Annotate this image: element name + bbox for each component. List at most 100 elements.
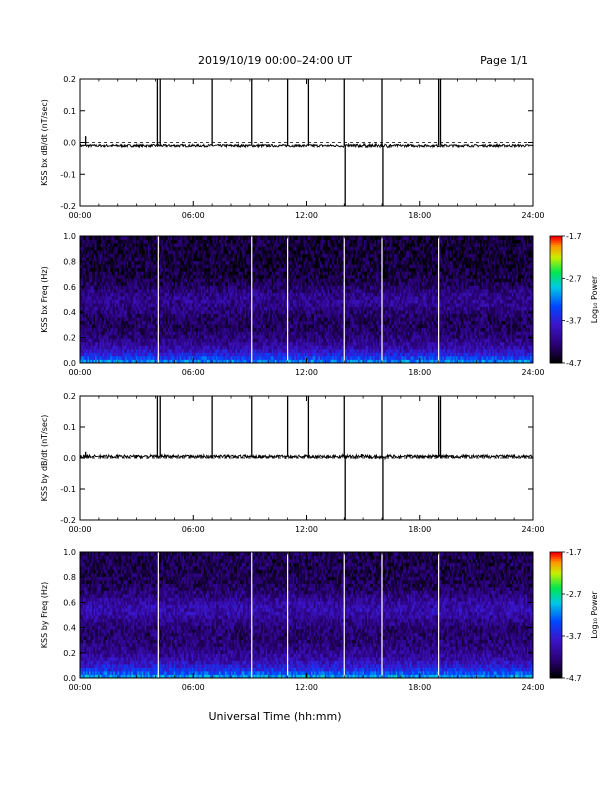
spectrogram-cell xyxy=(86,320,88,325)
spectrogram-cell xyxy=(101,352,104,357)
spectrogram-cell xyxy=(96,281,99,286)
spectrogram-cell xyxy=(87,359,90,364)
spectrogram-cell xyxy=(114,320,117,325)
spectrogram-cell xyxy=(116,260,119,265)
spectrogram-cell xyxy=(111,274,114,279)
spectrogram-cell xyxy=(92,306,94,311)
spectrogram-cell xyxy=(111,317,114,322)
spectrogram-cell xyxy=(110,281,113,286)
spectrogram-cell xyxy=(95,250,98,255)
spectrogram-cell xyxy=(86,352,88,357)
spectrogram-cell xyxy=(93,288,96,293)
spectrogram-cell xyxy=(104,299,107,304)
spectrogram-cell xyxy=(111,250,114,255)
spectrogram-cell xyxy=(96,274,99,279)
y-tick-label: -0.2 xyxy=(60,202,76,211)
spectrogram-cell xyxy=(101,334,104,339)
spectrogram-cell xyxy=(90,334,93,339)
spectrogram-cell xyxy=(116,352,119,357)
spectrogram-cell xyxy=(119,334,122,339)
spectrogram-cell xyxy=(120,295,123,300)
spectrogram-cell xyxy=(87,345,90,350)
spectrogram-cell xyxy=(96,285,99,290)
spectrogram-cell xyxy=(119,310,122,315)
spectrogram-cell xyxy=(92,327,94,332)
spectrogram-cell xyxy=(105,320,108,325)
spectrogram-cell xyxy=(84,243,87,247)
spectrogram-cell xyxy=(113,331,116,336)
spectrogram-cell xyxy=(114,278,117,283)
y-axis-label: KSS bx dB/dt (nT/sec) xyxy=(40,99,49,186)
spectrogram-cell xyxy=(117,271,120,276)
spectrogram-cell xyxy=(96,264,99,269)
spectrogram-cell xyxy=(117,281,120,286)
spectrogram-cell xyxy=(120,345,123,350)
spectrogram-cell xyxy=(98,250,101,255)
spectrogram-cell xyxy=(83,260,85,265)
spectrogram-cell xyxy=(87,257,90,262)
spectrogram-cell xyxy=(104,274,107,279)
spectrogram-cell xyxy=(108,278,111,283)
series-line xyxy=(79,142,534,149)
spectrogram-cell xyxy=(104,281,107,286)
spectrogram-cell xyxy=(110,246,113,251)
spectrogram-cell xyxy=(87,303,90,307)
spectrogram-cell xyxy=(101,253,104,258)
spectrogram-cell xyxy=(108,250,111,255)
spectrogram-cell xyxy=(80,271,82,276)
spectrogram-cell xyxy=(81,292,84,297)
spectrogram-cell xyxy=(108,320,111,325)
spectrogram-cell xyxy=(81,338,84,343)
spectrogram-cell xyxy=(96,246,99,251)
spectrogram-cell xyxy=(105,303,108,307)
spectrogram-cell xyxy=(104,295,107,300)
spectrogram-cell xyxy=(80,243,82,247)
spectrogram-cell xyxy=(83,355,85,360)
spectrogram-cell xyxy=(95,341,98,346)
spectrogram-cell xyxy=(101,320,104,325)
spectrogram-cell xyxy=(99,338,102,343)
spectrogram-cell xyxy=(108,359,111,364)
spectrogram-cell xyxy=(87,306,90,311)
spectrogram-cell xyxy=(101,303,104,307)
spectrogram-cell xyxy=(90,327,93,332)
spectrogram-cell xyxy=(101,345,104,350)
spectrogram-cell xyxy=(111,352,114,357)
spectrogram-cell xyxy=(108,257,111,262)
spectrogram-cell xyxy=(87,355,90,360)
spectrogram-cell xyxy=(90,324,93,329)
spectrogram-cell xyxy=(104,246,107,251)
spectrogram-cell xyxy=(92,243,94,247)
spectrogram-cell xyxy=(96,348,99,353)
spectrogram-cell xyxy=(84,345,87,350)
spectrogram-cell xyxy=(104,292,107,297)
spectrogram-cell xyxy=(110,327,113,332)
spectrogram-cell xyxy=(99,359,102,364)
spectrogram-cell xyxy=(122,348,125,353)
spectrogram-cell xyxy=(98,306,101,311)
spectrogram-cell xyxy=(93,264,96,269)
spectrogram-cell xyxy=(119,260,122,265)
spectrogram-cell xyxy=(81,274,84,279)
spectrogram-cell xyxy=(113,271,116,276)
spectrogram-cell xyxy=(117,334,120,339)
spectrogram-cell xyxy=(111,281,114,286)
spectrogram-cell xyxy=(93,299,96,304)
spectrogram-cell xyxy=(81,334,84,339)
spectrogram-cell xyxy=(110,341,113,346)
spectrogram-cell xyxy=(98,299,101,304)
spectrogram-cell xyxy=(83,338,85,343)
spectrogram-cell xyxy=(98,239,101,244)
spectrogram-cell xyxy=(89,348,91,353)
spectrogram-cell xyxy=(122,295,125,300)
spectrogram-cell xyxy=(120,281,123,286)
spectrogram-cell xyxy=(111,355,114,360)
spectrogram-cell xyxy=(107,236,110,240)
spectrogram-cell xyxy=(107,306,110,311)
spectrogram-cell xyxy=(95,236,98,240)
spectrogram-cell xyxy=(99,292,102,297)
spectrogram-cell xyxy=(95,281,98,286)
spectrogram-cell xyxy=(105,327,108,332)
spectrogram-cell xyxy=(89,250,91,255)
spectrogram-cell xyxy=(87,310,90,315)
